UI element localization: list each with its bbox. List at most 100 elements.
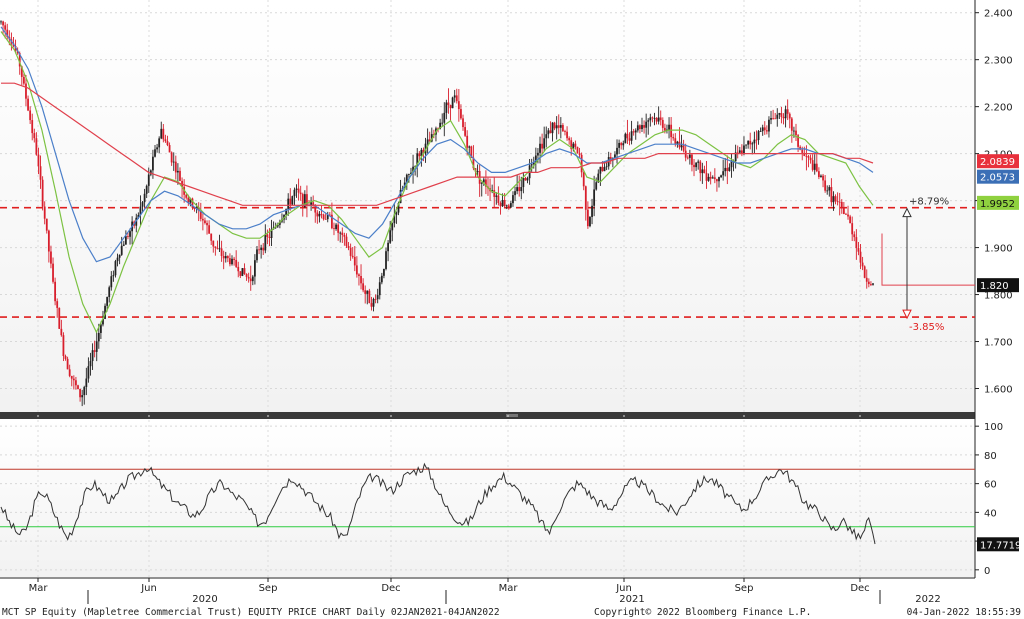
candle-body [193,207,196,209]
candle-body [314,205,317,213]
candle-body [424,143,427,154]
candle-body [64,356,67,359]
candle-body [728,167,731,172]
price-tick-label: 2.300 [984,56,1013,67]
candle-body [543,138,546,149]
candle-body [206,223,208,226]
candle-body [686,157,689,159]
last-price-tag: 1.820 [980,281,1009,292]
candle-body [867,281,870,285]
candle-body [355,265,358,275]
candle-body [243,268,246,274]
candle-body [539,143,541,153]
candle-body [93,350,96,352]
candle-body [457,101,460,110]
candle-body [618,142,621,148]
candle-body [347,246,350,249]
candle-body [799,146,802,150]
candle-body [145,185,148,194]
candle-body [801,149,804,153]
moving-average-line [0,31,874,334]
candle-body [834,196,837,202]
candle-body [214,246,217,248]
candle-body [817,171,820,178]
candle-body [780,113,783,117]
candle-body [45,218,48,231]
candle-body [451,97,454,109]
candle-body [376,295,379,300]
candle-body [6,29,9,37]
candle-body [751,143,754,145]
candle-body [303,194,306,208]
candle-body [116,257,119,262]
candle-body [199,210,202,219]
moving-averages [0,26,874,334]
candle-body [464,127,466,136]
rsi-tick-label: 0 [984,566,990,577]
candle-body [774,118,777,120]
candle-body [836,201,839,203]
ma-mid-value-tag-bg [977,169,1019,184]
candle-body [120,245,123,255]
candle-body [179,170,181,181]
candle-body [233,258,235,260]
month-label: Dec [381,583,400,594]
candle-body [745,144,747,146]
divider-handle[interactable] [506,414,518,417]
candle-body [657,117,660,122]
candle-body [674,138,677,144]
candle-body [295,188,298,190]
price-levels [0,206,975,318]
candle-body [416,153,419,167]
candle-body [838,201,841,203]
candle-body [395,212,398,215]
candle-body [740,150,743,154]
candle-body [872,283,874,285]
candle-body [129,231,131,237]
candle-body [56,301,59,308]
candle-body [37,154,40,167]
candle-body [412,166,414,173]
candle-body [85,378,88,388]
candle-body [249,278,252,282]
candle-body [697,161,700,163]
candle-body [497,195,500,203]
candle-body [158,138,161,148]
candle-body [397,203,400,213]
candle-body [124,236,127,245]
candle-body [514,191,516,196]
candle-body [572,143,575,150]
candle-body [99,324,102,333]
candle-body [341,232,344,235]
candle-body [455,95,458,102]
candle-body [695,162,698,168]
candle-body [430,134,433,142]
candle-body [641,125,643,130]
month-label: Mar [499,583,519,594]
candle-body [784,109,787,119]
candle-body [160,128,163,139]
candle-body [112,275,115,277]
candle-body [534,155,537,163]
candle-body [726,167,729,172]
candle-body [262,247,265,251]
panel-divider[interactable] [0,412,975,419]
candle-body [509,203,512,208]
candle-body [378,282,381,296]
candle-body [524,178,527,181]
candle-body [786,109,789,114]
candle-body [578,153,581,155]
candle-body [805,156,808,157]
candle-body [447,102,450,106]
candle-body [736,152,739,154]
candle-body [370,303,373,307]
candle-body [865,277,868,282]
candle-body [362,283,365,291]
candle-body [507,205,510,208]
candle-body [256,249,258,261]
candle-body [661,119,664,128]
candle-body [247,276,250,279]
candle-body [645,121,648,128]
candle-body [360,276,362,284]
candle-body [33,133,36,139]
